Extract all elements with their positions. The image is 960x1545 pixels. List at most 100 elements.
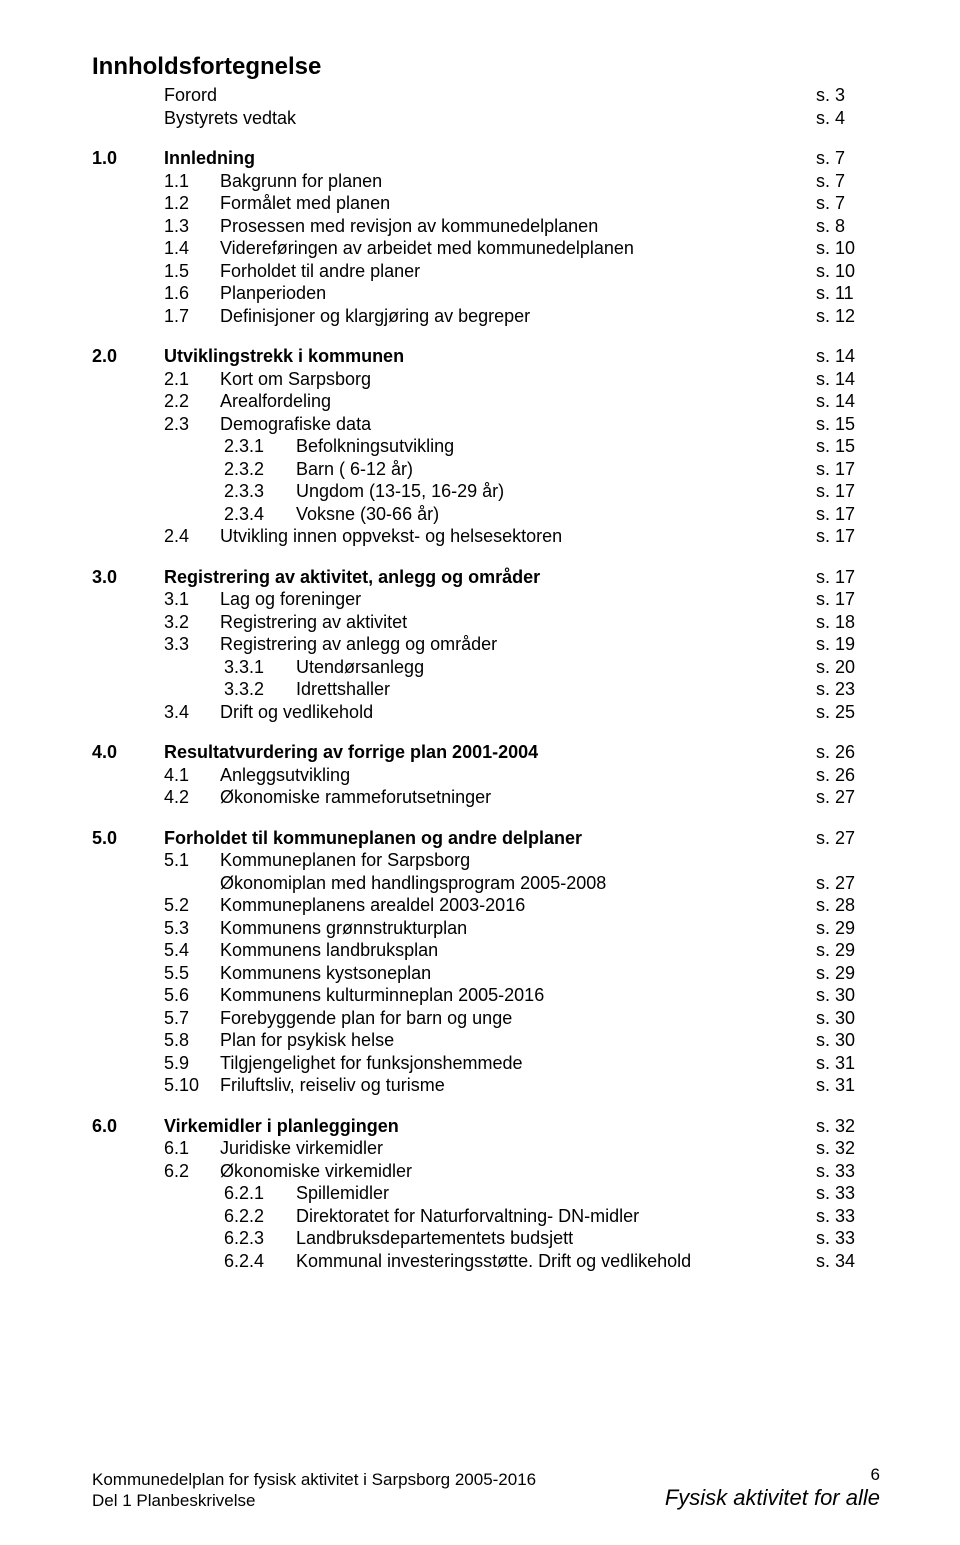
toc-page: s. 12 [816, 305, 880, 328]
toc-row: 2.2Arealfordelings. 14 [92, 390, 880, 413]
toc-label: Forebyggende plan for barn og unge [220, 1007, 816, 1030]
toc-row: 2.3.1Befolkningsutviklings. 15 [92, 435, 880, 458]
toc-number: 3.3.2 [224, 678, 296, 701]
toc-row: 2.1Kort om Sarpsborgs. 14 [92, 368, 880, 391]
toc-row: 2.3Demografiske datas. 15 [92, 413, 880, 436]
toc-label: Kommunens grønnstrukturplan [220, 917, 816, 940]
toc-number: 3.0 [92, 566, 164, 589]
toc-row: 3.3Registrering av anlegg og områders. 1… [92, 633, 880, 656]
toc-label: Planperioden [220, 282, 816, 305]
toc-label: Idrettshaller [296, 678, 816, 701]
toc-page: s. 7 [816, 192, 880, 215]
toc-row: 2.0Utviklingstrekk i kommunens. 14 [92, 345, 880, 368]
toc-page: s. 27 [816, 872, 880, 895]
toc-label: Forholdet til andre planer [220, 260, 816, 283]
toc-number: 6.2.2 [224, 1205, 296, 1228]
toc-number: 2.0 [92, 345, 164, 368]
toc-page: s. 11 [816, 282, 880, 305]
toc-label: Kommuneplanens arealdel 2003-2016 [220, 894, 816, 917]
toc-page: s. 29 [816, 962, 880, 985]
toc-row: 4.2Økonomiske rammeforutsetningers. 27 [92, 786, 880, 809]
toc-page: s. 19 [816, 633, 880, 656]
toc-title: Innholdsfortegnelse [92, 52, 880, 82]
toc-row: 5.1Kommuneplanen for Sarpsborg [92, 849, 880, 872]
toc-row: 1.1Bakgrunn for planens. 7 [92, 170, 880, 193]
toc-label: Arealfordeling [220, 390, 816, 413]
toc-page: s. 17 [816, 458, 880, 481]
toc-number: 3.2 [164, 611, 220, 634]
toc-number: 1.7 [164, 305, 220, 328]
toc-page: s. 33 [816, 1160, 880, 1183]
toc-number: 1.3 [164, 215, 220, 238]
toc-page: s. 27 [816, 827, 880, 850]
toc-row: 5.7Forebyggende plan for barn og unges. … [92, 1007, 880, 1030]
toc-row: 5.5Kommunens kystsoneplans. 29 [92, 962, 880, 985]
toc-row: 5.9Tilgjengelighet for funksjonshemmedes… [92, 1052, 880, 1075]
toc-label: Kommunens kystsoneplan [220, 962, 816, 985]
toc-page: s. 34 [816, 1250, 880, 1273]
toc-label: Drift og vedlikehold [220, 701, 816, 724]
toc-number: 6.2.1 [224, 1182, 296, 1205]
toc-number: 2.3.2 [224, 458, 296, 481]
toc-number: 5.1 [164, 849, 220, 872]
toc-row: 6.0Virkemidler i planleggingens. 32 [92, 1115, 880, 1138]
toc-label: Utviklingstrekk i kommunen [164, 345, 816, 368]
page-footer: Kommunedelplan for fysisk aktivitet i Sa… [92, 1469, 880, 1512]
toc-page: s. 7 [816, 147, 880, 170]
toc-page: s. 25 [816, 701, 880, 724]
toc-label: Forholdet til kommuneplanen og andre del… [164, 827, 816, 850]
toc-label: Utendørsanlegg [296, 656, 816, 679]
toc-row: 3.1Lag og foreningers. 17 [92, 588, 880, 611]
toc-label: Landbruksdepartementets budsjett [296, 1227, 816, 1250]
toc-page: s. 17 [816, 503, 880, 526]
toc-number: 2.3 [164, 413, 220, 436]
toc-page: s. 8 [816, 215, 880, 238]
toc-row: Forords. 3 [92, 84, 880, 107]
toc-label: Prosessen med revisjon av kommunedelplan… [220, 215, 816, 238]
toc-row: 1.7Definisjoner og klargjøring av begrep… [92, 305, 880, 328]
toc-section: 1.0Innlednings. 71.1Bakgrunn for planens… [92, 147, 880, 327]
toc-number: 2.3.4 [224, 503, 296, 526]
toc-label: Befolkningsutvikling [296, 435, 816, 458]
toc-label: Lag og foreninger [220, 588, 816, 611]
footer-tagline: Fysisk aktivitet for alle [665, 1484, 880, 1512]
toc-page: s. 14 [816, 390, 880, 413]
toc-row: 6.2.3Landbruksdepartementets budsjetts. … [92, 1227, 880, 1250]
toc-number: 5.9 [164, 1052, 220, 1075]
toc-page: s. 33 [816, 1182, 880, 1205]
toc-number: 5.8 [164, 1029, 220, 1052]
toc-label: Økonomiske rammeforutsetninger [220, 786, 816, 809]
toc-row: 5.3Kommunens grønnstrukturplans. 29 [92, 917, 880, 940]
toc-number: 1.2 [164, 192, 220, 215]
footer-line-2: Del 1 Planbeskrivelse [92, 1490, 536, 1511]
toc-section: 2.0Utviklingstrekk i kommunens. 142.1Kor… [92, 345, 880, 548]
toc-number: 3.4 [164, 701, 220, 724]
toc-row: 1.0Innlednings. 7 [92, 147, 880, 170]
toc-page: s. 17 [816, 480, 880, 503]
toc-number: 2.4 [164, 525, 220, 548]
toc-page: s. 27 [816, 786, 880, 809]
toc-section: 4.0Resultatvurdering av forrige plan 200… [92, 741, 880, 809]
toc-label: Juridiske virkemidler [220, 1137, 816, 1160]
toc-label: Resultatvurdering av forrige plan 2001-2… [164, 741, 816, 764]
toc-sections: 1.0Innlednings. 71.1Bakgrunn for planens… [92, 147, 880, 1272]
toc-page: s. 10 [816, 237, 880, 260]
toc-page: s. 30 [816, 984, 880, 1007]
toc-row: 6.2.2Direktoratet for Naturforvaltning- … [92, 1205, 880, 1228]
toc-row: 1.3Prosessen med revisjon av kommunedelp… [92, 215, 880, 238]
toc-row: 6.2Økonomiske virkemidlers. 33 [92, 1160, 880, 1183]
toc-row: 3.4Drift og vedlikeholds. 25 [92, 701, 880, 724]
toc-label: Tilgjengelighet for funksjonshemmede [220, 1052, 816, 1075]
toc-row: 1.2Formålet med planens. 7 [92, 192, 880, 215]
toc-page: s. 33 [816, 1205, 880, 1228]
toc-number: 1.5 [164, 260, 220, 283]
toc-number: 4.1 [164, 764, 220, 787]
toc-row: 2.3.2Barn ( 6-12 år)s. 17 [92, 458, 880, 481]
toc-number: 1.4 [164, 237, 220, 260]
toc-row: 1.6Planperiodens. 11 [92, 282, 880, 305]
toc-label: Kommunens landbruksplan [220, 939, 816, 962]
toc-number: 5.5 [164, 962, 220, 985]
toc-section: 5.0Forholdet til kommuneplanen og andre … [92, 827, 880, 1097]
toc-row: 3.2Registrering av aktivitets. 18 [92, 611, 880, 634]
toc-row: Bystyrets vedtaks. 4 [92, 107, 880, 130]
